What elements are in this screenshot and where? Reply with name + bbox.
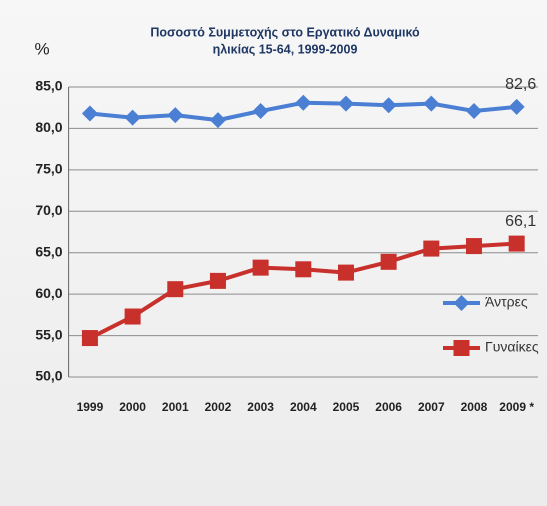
marker (295, 261, 312, 278)
marker (124, 109, 141, 126)
legend-label: Άντρες (485, 294, 528, 310)
x-tick-label: 2005 (333, 400, 360, 414)
x-tick-label: 2008 (461, 400, 488, 414)
marker (380, 253, 397, 270)
y-axis-label: % (34, 39, 49, 58)
marker (465, 238, 482, 255)
marker (124, 308, 141, 325)
x-tick-label: 1999 (77, 400, 104, 414)
data-label: 82,6 (505, 76, 536, 93)
legend-marker (453, 340, 470, 356)
marker (209, 272, 226, 289)
marker (337, 264, 354, 281)
marker (81, 105, 98, 122)
x-tick-label: 2001 (162, 400, 189, 414)
marker (295, 94, 312, 111)
marker (380, 97, 397, 114)
y-tick-label: 75,0 (35, 161, 62, 177)
marker (465, 103, 482, 120)
marker (508, 98, 525, 115)
y-tick-label: 85,0 (35, 78, 62, 94)
marker (337, 95, 354, 112)
chart-title: Ποσοστό Συμμετοχής στο Εργατικό Δυναμικό (150, 25, 420, 39)
x-tick-label: 2002 (205, 400, 232, 414)
marker (423, 240, 440, 257)
data-label: 66,1 (505, 213, 536, 230)
x-tick-label: 2000 (119, 400, 146, 414)
marker (252, 259, 269, 276)
y-tick-label: 50,0 (35, 368, 62, 384)
x-tick-label: 2004 (290, 400, 317, 414)
y-tick-label: 70,0 (35, 202, 62, 218)
marker (167, 281, 184, 298)
x-tick-label: 2006 (375, 400, 402, 414)
y-tick-label: 80,0 (35, 119, 62, 135)
marker (209, 112, 226, 129)
marker (81, 330, 98, 347)
marker (252, 103, 269, 120)
marker (508, 235, 525, 252)
legend-marker (453, 295, 470, 311)
marker (423, 95, 440, 112)
legend-label: Γυναίκες (485, 339, 539, 355)
marker (167, 107, 184, 124)
x-tick-label: 2009 * (499, 400, 534, 414)
chart-subtitle: ηλικίας 15-64, 1999-2009 (213, 42, 358, 56)
x-tick-label: 2003 (247, 400, 274, 414)
y-tick-label: 55,0 (35, 326, 62, 342)
y-tick-label: 65,0 (35, 243, 62, 259)
y-tick-label: 60,0 (35, 285, 62, 301)
x-tick-label: 2007 (418, 400, 445, 414)
